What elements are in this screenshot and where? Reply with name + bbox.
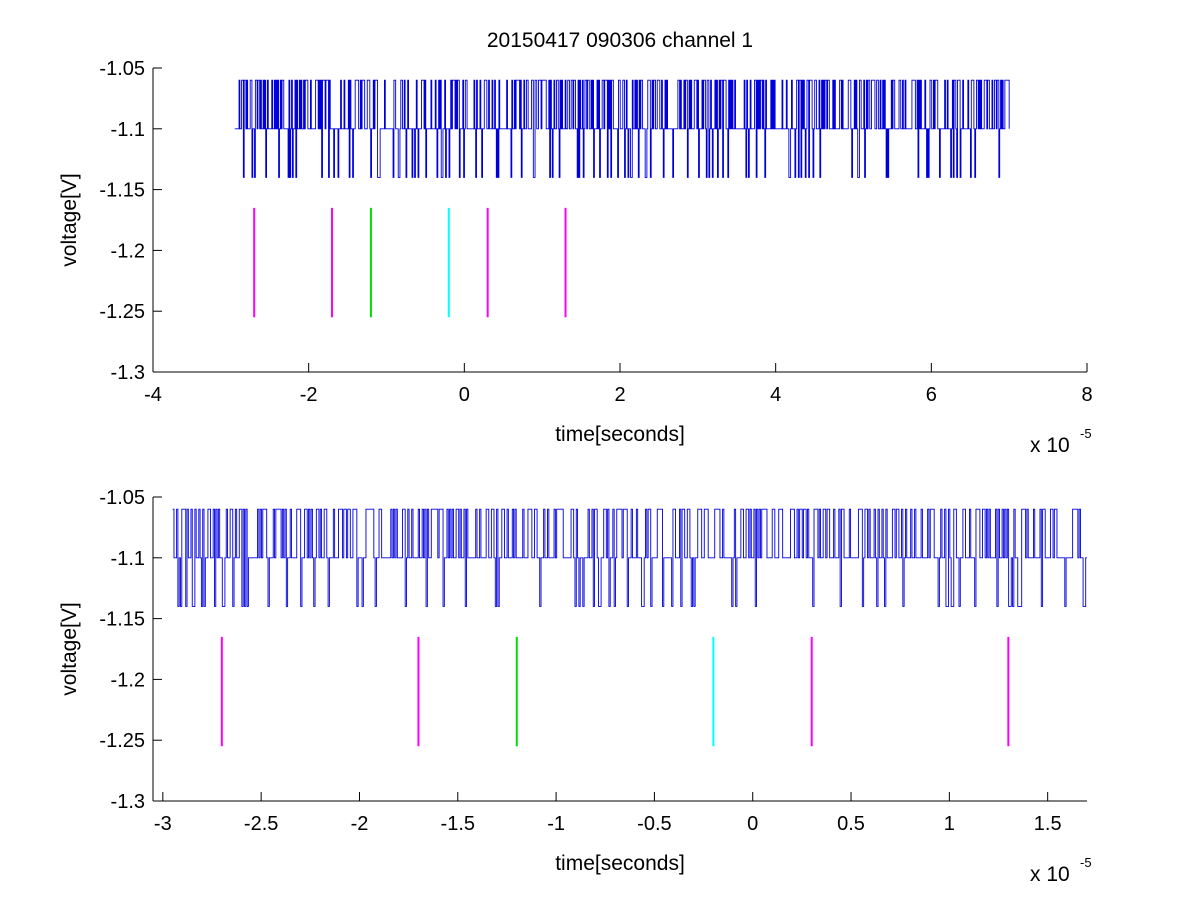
x-tick-label: 4 (770, 384, 781, 406)
y-tick-label: -1.3 (111, 362, 145, 384)
x-tick-label: 0 (459, 384, 470, 406)
x-exponent-label: x 10 (1030, 863, 1070, 886)
y-tick-label: -1.2 (111, 240, 145, 262)
x-tick-label: -1 (547, 813, 565, 835)
x-tick-label: -2 (351, 813, 369, 835)
x-tick-label: 6 (926, 384, 937, 406)
y-tick-label: -1.25 (99, 301, 145, 323)
x-tick-label: 2 (614, 384, 625, 406)
y-tick-label: -1.15 (99, 180, 145, 202)
y-tick-label: -1.3 (111, 791, 145, 813)
y-tick-label: -1.25 (99, 730, 145, 752)
x-tick-label: 1.5 (1034, 813, 1062, 835)
x-tick-label: -3 (154, 813, 172, 835)
x-axis-label: time[seconds] (555, 852, 685, 875)
x-axis-label: time[seconds] (555, 423, 685, 446)
y-tick-label: -1.15 (99, 609, 145, 631)
plot-zoomed-range: -1.05 -1.1 -1.15 -1.2 -1.25 -1.3 -3 -2.5 -2 -1.5 -… (58, 487, 1092, 886)
y-tick-label: -1.1 (111, 548, 145, 570)
x-tick-label: -4 (144, 384, 162, 406)
figure-title: 20150417 090306 channel 1 (487, 29, 753, 52)
x-tick-label: -1.5 (441, 813, 475, 835)
plot-full-range: -1.05 -1.1 -1.15 -1.2 -1.25 -1.3-4 -2 0 2 4 6 8 time… (58, 58, 1093, 457)
x-tick-label: -2.5 (244, 813, 278, 835)
x-tick-label: -0.5 (637, 813, 671, 835)
signal-trace (234, 79, 1010, 178)
y-tick-label: -1.2 (111, 669, 145, 691)
x-tick-label: 8 (1081, 384, 1092, 406)
y-tick-label: -1.1 (111, 119, 145, 141)
x-exponent-power: -5 (1080, 426, 1092, 441)
x-exponent-label: x 10 (1030, 434, 1070, 457)
y-tick-label: -1.05 (99, 58, 145, 80)
x-tick-label: -2 (300, 384, 318, 406)
x-tick-label: 0.5 (837, 813, 865, 835)
y-axis-label: voltage[V] (58, 173, 81, 266)
signal-trace (172, 508, 1087, 607)
y-axis-label: voltage[V] (58, 602, 81, 695)
x-exponent-power: -5 (1080, 855, 1092, 870)
x-tick-label: 1 (944, 813, 955, 835)
x-tick-label: 0 (747, 813, 758, 835)
y-tick-label: -1.05 (99, 487, 145, 509)
